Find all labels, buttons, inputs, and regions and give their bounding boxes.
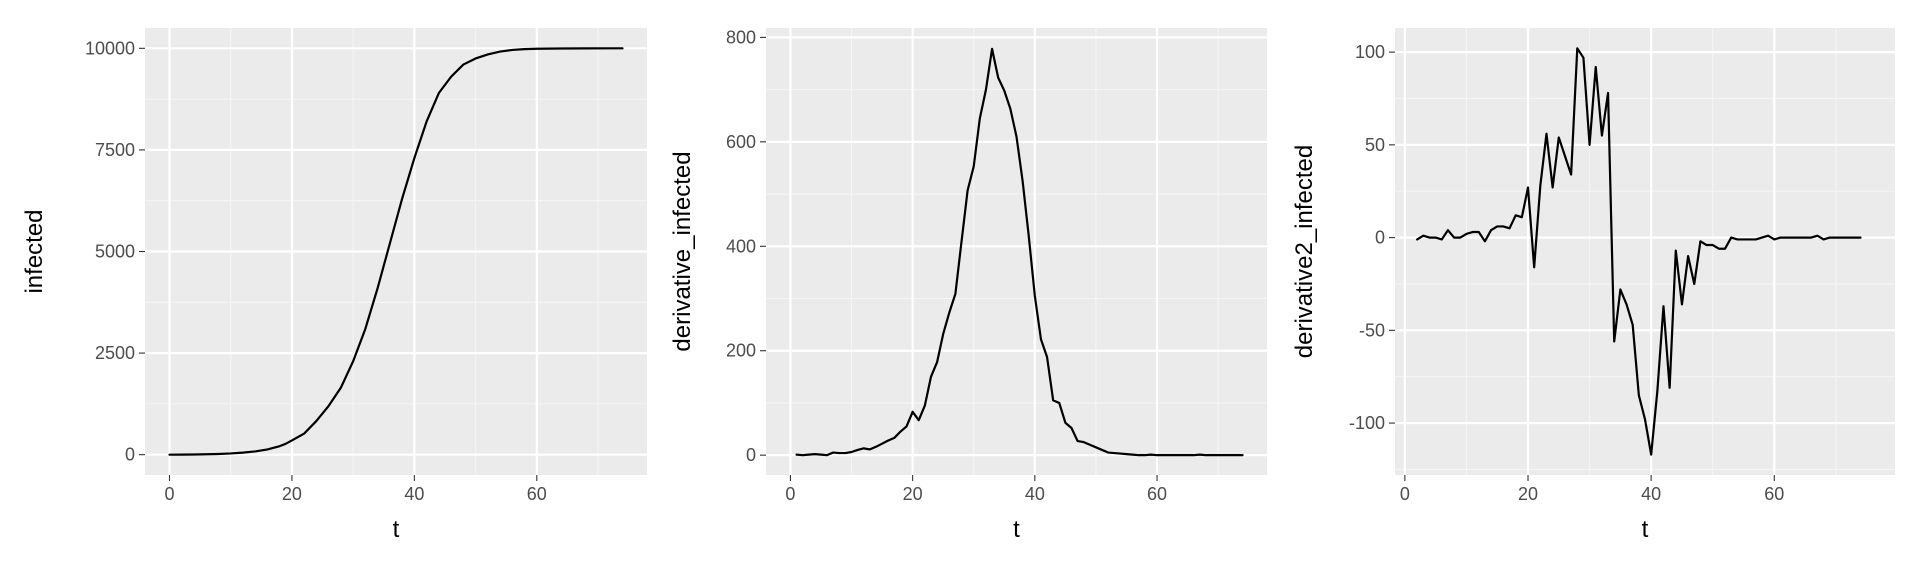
x-tick-label: 60 bbox=[1147, 484, 1167, 504]
x-axis-title: t bbox=[1013, 516, 1020, 543]
plot-background bbox=[766, 28, 1267, 475]
y-tick-label: 0 bbox=[746, 445, 756, 465]
panel-infected: 0 20 40 60 0 2500 5000 7500 10000 t infected bbox=[21, 28, 647, 543]
x-tick-label: 20 bbox=[903, 484, 923, 504]
y-tick-label: 10000 bbox=[85, 38, 135, 58]
y-tick-label: 50 bbox=[1365, 135, 1385, 155]
x-tick-label: 0 bbox=[164, 484, 174, 504]
y-tick-label: 0 bbox=[1375, 228, 1385, 248]
x-tick-label: 60 bbox=[527, 484, 547, 504]
y-tick-label: 7500 bbox=[95, 140, 135, 160]
y-tick-label: 100 bbox=[1355, 42, 1385, 62]
x-axis-title: t bbox=[1642, 516, 1649, 543]
y-tick-label: 2500 bbox=[95, 343, 135, 363]
x-tick-label: 0 bbox=[785, 484, 795, 504]
y-tick-label: 400 bbox=[726, 236, 756, 256]
x-tick-label: 20 bbox=[1518, 484, 1538, 504]
y-tick-label: 5000 bbox=[95, 242, 135, 262]
y-tick-label: -100 bbox=[1349, 413, 1385, 433]
series-line-0 bbox=[168, 47, 624, 456]
x-tick-label: 40 bbox=[404, 484, 424, 504]
x-tick-label: 20 bbox=[282, 484, 302, 504]
x-tick-label: 40 bbox=[1641, 484, 1661, 504]
y-tick-label: 600 bbox=[726, 132, 756, 152]
panel-derivative2-infected: 0 20 40 60 -100 -50 0 50 100 t derivative2_infecte… bbox=[1291, 28, 1895, 543]
y-axis-title: infected bbox=[21, 209, 48, 293]
plot-background bbox=[1395, 28, 1895, 475]
y-axis-title: derivative2_infected bbox=[1291, 145, 1318, 358]
series-line-0 bbox=[1416, 47, 1862, 456]
y-tick-label: 800 bbox=[726, 27, 756, 47]
x-tick-label: 0 bbox=[1400, 484, 1410, 504]
x-tick-label: 40 bbox=[1025, 484, 1045, 504]
y-tick-label: 200 bbox=[726, 341, 756, 361]
series-line-0 bbox=[795, 47, 1244, 457]
y-axis-title: derivative_infected bbox=[669, 151, 696, 351]
x-tick-label: 60 bbox=[1764, 484, 1784, 504]
y-tick-label: -50 bbox=[1359, 320, 1385, 340]
x-axis-title: t bbox=[393, 516, 400, 543]
y-tick-label: 0 bbox=[125, 445, 135, 465]
